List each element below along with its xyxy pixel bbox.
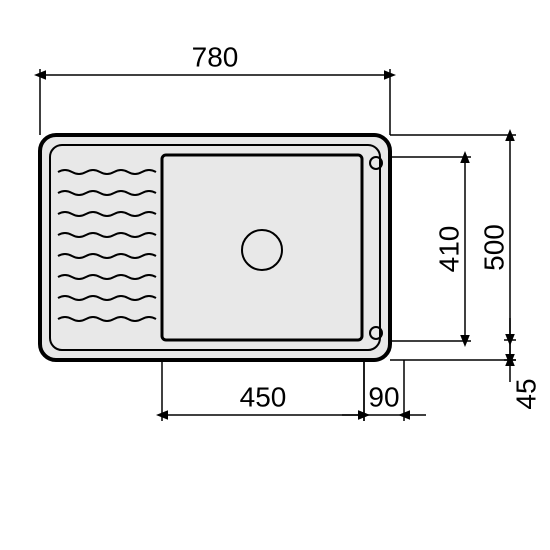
svg-text:410: 410 [433,226,464,273]
svg-text:45: 45 [510,378,541,409]
svg-text:90: 90 [368,381,399,412]
technical-drawing: 780 450 90 500 410 45 [0,0,550,550]
svg-text:780: 780 [192,41,239,72]
svg-text:450: 450 [240,381,287,412]
svg-text:500: 500 [478,224,509,271]
